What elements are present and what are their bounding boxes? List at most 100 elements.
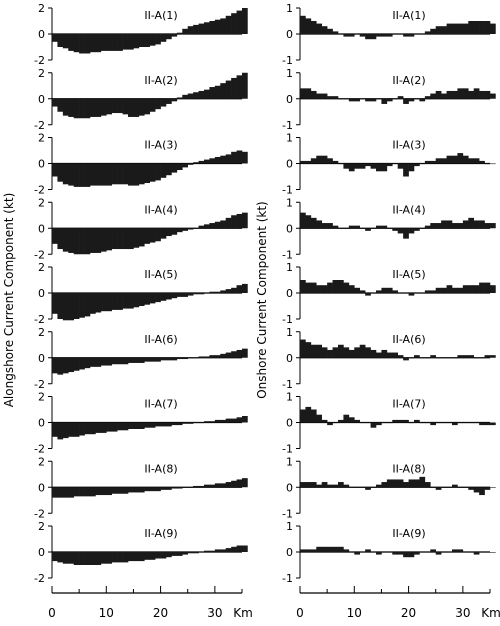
- y-tick-label: -1: [282, 184, 293, 197]
- y-tick-label: 0: [38, 546, 45, 559]
- data-bar: [397, 96, 404, 99]
- data-bar: [95, 293, 102, 313]
- data-bar: [321, 419, 328, 423]
- data-bar: [424, 290, 431, 293]
- data-bar: [386, 287, 393, 293]
- data-bar: [446, 487, 453, 488]
- y-tick-label: 0: [38, 93, 45, 106]
- data-bar: [424, 31, 431, 34]
- data-bar: [479, 357, 485, 359]
- data-bar: [457, 549, 464, 552]
- data-bar: [73, 357, 80, 371]
- panel: -1 0 1 II-A(8): [282, 455, 496, 520]
- data-bar: [392, 163, 399, 165]
- data-bar: [300, 409, 306, 423]
- data-bar: [419, 422, 426, 424]
- data-bar: [204, 356, 210, 358]
- data-bar: [155, 34, 161, 45]
- data-bar: [68, 357, 75, 373]
- data-bar: [332, 484, 339, 488]
- data-bar: [214, 157, 221, 164]
- data-bar: [430, 160, 437, 164]
- data-bar: [381, 422, 388, 424]
- data-bar: [359, 163, 366, 169]
- data-bar: [231, 480, 237, 488]
- data-bar: [457, 287, 464, 293]
- data-bar: [122, 422, 129, 431]
- data-bar: [414, 228, 420, 231]
- data-bar: [321, 26, 328, 34]
- data-bar: [430, 223, 437, 229]
- data-bar: [52, 98, 58, 107]
- panel: -1 0 1 II-A(4): [282, 196, 496, 261]
- data-bar: [242, 151, 248, 164]
- y-tick-label: 2: [38, 391, 45, 404]
- data-bar: [193, 162, 199, 164]
- data-bar: [430, 355, 437, 358]
- data-bar: [354, 225, 361, 229]
- data-bar: [193, 552, 199, 554]
- data-bar: [79, 422, 85, 436]
- data-bar: [106, 552, 113, 564]
- data-bar: [462, 220, 469, 229]
- data-bar: [479, 21, 485, 34]
- data-bar: [220, 290, 227, 293]
- data-bar: [305, 406, 312, 423]
- data-bar: [149, 163, 156, 182]
- data-bar: [419, 98, 426, 102]
- data-bar: [111, 552, 118, 563]
- data-bar: [392, 479, 399, 488]
- data-bar: [403, 34, 409, 37]
- data-bar: [236, 417, 243, 423]
- data-bar: [198, 23, 205, 34]
- data-bar: [144, 357, 151, 362]
- data-bar: [316, 285, 323, 293]
- data-bar: [166, 357, 172, 361]
- data-bar: [209, 550, 216, 552]
- data-bar: [106, 228, 113, 251]
- data-bar: [57, 487, 64, 498]
- data-bar: [214, 549, 221, 552]
- data-bar: [435, 287, 442, 293]
- data-bar: [316, 23, 323, 34]
- y-tick-label: 0: [286, 93, 293, 106]
- data-bar: [490, 223, 496, 229]
- data-bar: [84, 422, 91, 435]
- data-bar: [392, 98, 399, 100]
- data-bar: [452, 287, 458, 293]
- data-bar: [414, 34, 420, 35]
- panel-label: II-A(2): [392, 74, 425, 87]
- data-bar: [370, 552, 377, 553]
- data-bar: [117, 228, 123, 250]
- y-tick-label: -2: [34, 572, 45, 585]
- data-bar: [138, 34, 145, 47]
- data-bar: [62, 34, 69, 49]
- y-tick-label: 0: [38, 28, 45, 41]
- data-bar: [149, 487, 156, 492]
- data-bar: [468, 487, 475, 490]
- data-bar: [193, 92, 199, 99]
- data-bar: [397, 163, 404, 169]
- data-bar: [473, 357, 480, 359]
- data-bar: [62, 422, 69, 439]
- data-bar: [220, 155, 227, 164]
- data-bar: [166, 487, 172, 490]
- data-bar: [57, 98, 64, 112]
- data-bar: [370, 163, 377, 169]
- data-bar: [52, 293, 58, 314]
- data-bar: [305, 282, 312, 293]
- data-bar: [490, 487, 496, 488]
- data-bar: [242, 212, 248, 229]
- data-bar: [300, 549, 306, 552]
- data-bar: [138, 487, 145, 493]
- y-tick-label: 2: [38, 261, 45, 274]
- y-tick-label: -1: [282, 313, 293, 326]
- data-bar: [111, 487, 118, 494]
- data-bar: [424, 357, 431, 359]
- data-bar: [106, 422, 113, 432]
- data-bar: [133, 552, 140, 562]
- data-bar: [354, 287, 361, 293]
- data-bar: [236, 349, 243, 358]
- panel-label: II-A(7): [392, 398, 425, 411]
- x-tick-label: 20: [153, 606, 168, 620]
